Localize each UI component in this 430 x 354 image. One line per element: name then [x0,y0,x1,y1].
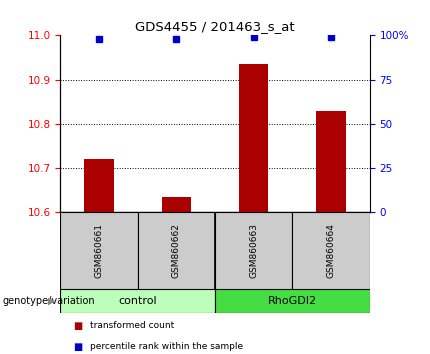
Text: GSM860663: GSM860663 [249,223,258,278]
Bar [60,289,215,313]
Bar [60,212,138,289]
Text: transformed count: transformed count [90,321,175,330]
Bar [138,212,215,289]
Bar [84,159,114,212]
Text: GSM860662: GSM860662 [172,223,181,278]
Text: ▶: ▶ [49,296,56,306]
Bar [239,64,268,212]
Bar [215,289,370,313]
Text: RhoGDI2: RhoGDI2 [268,296,317,306]
Text: genotype/variation: genotype/variation [2,296,95,306]
Bar [292,212,370,289]
Text: percentile rank within the sample: percentile rank within the sample [90,342,243,352]
Text: GSM860664: GSM860664 [327,223,335,278]
Bar [162,197,191,212]
Text: ■: ■ [73,321,83,331]
Text: control: control [118,296,157,306]
Bar [215,212,292,289]
Text: GSM860661: GSM860661 [95,223,103,278]
Title: GDS4455 / 201463_s_at: GDS4455 / 201463_s_at [135,20,295,33]
Bar [316,110,346,212]
Text: ■: ■ [73,342,83,352]
